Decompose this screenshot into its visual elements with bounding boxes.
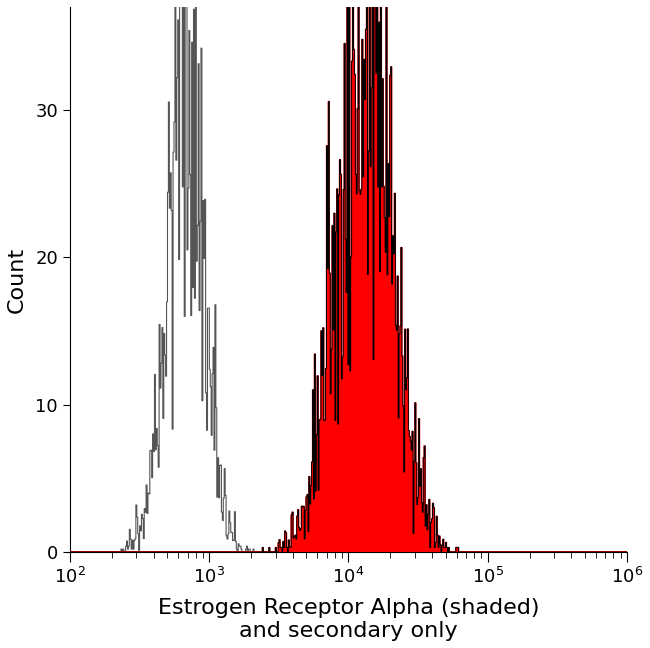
Polygon shape — [70, 0, 627, 552]
X-axis label: Estrogen Receptor Alpha (shaded)
and secondary only: Estrogen Receptor Alpha (shaded) and sec… — [157, 598, 539, 641]
Y-axis label: Count: Count — [7, 246, 27, 312]
Polygon shape — [70, 0, 627, 552]
